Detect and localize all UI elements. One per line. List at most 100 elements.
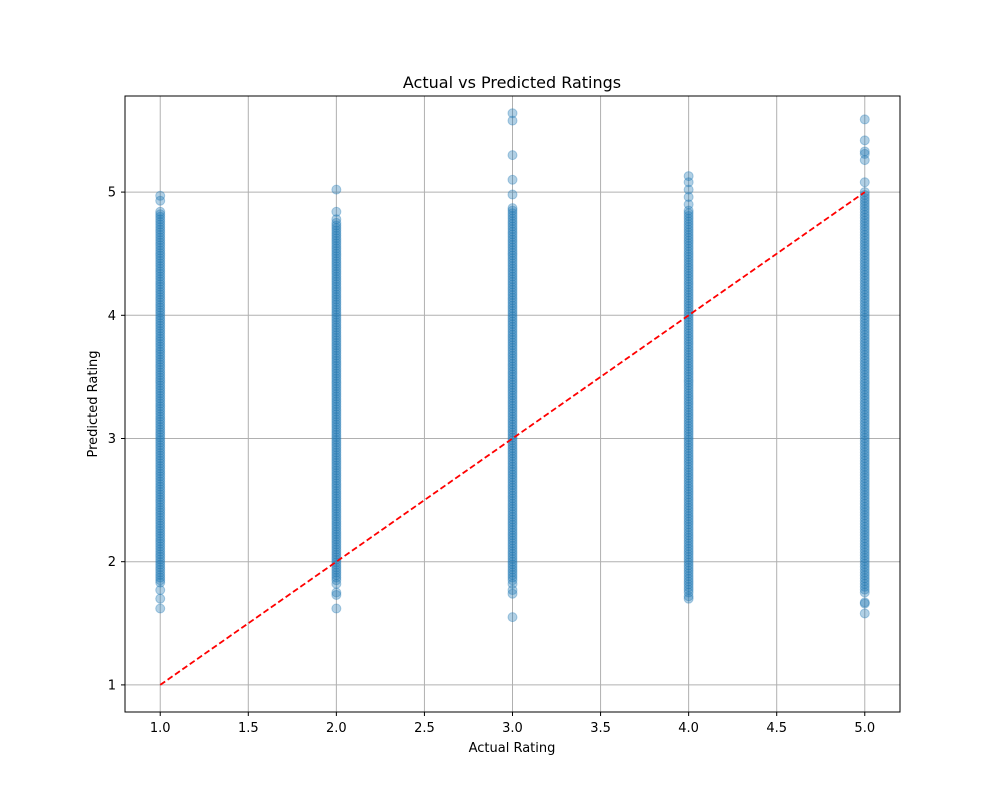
data-point (859, 576, 870, 587)
data-point (859, 344, 870, 355)
data-point (331, 406, 342, 417)
x-tick-label: 1.5 (238, 721, 259, 736)
data-point (683, 522, 694, 533)
data-point-outlier (155, 195, 166, 206)
data-point (155, 499, 166, 510)
data-point (155, 388, 166, 399)
data-point (155, 266, 166, 277)
data-point (331, 220, 342, 231)
data-point (683, 355, 694, 366)
data-point (683, 494, 694, 505)
data-point (155, 533, 166, 544)
data-point (331, 562, 342, 573)
data-point (331, 312, 342, 323)
data-point (859, 195, 870, 206)
data-point (683, 352, 694, 363)
x-tick-label: 1.0 (150, 721, 171, 736)
data-point (683, 568, 694, 579)
data-point (155, 497, 166, 508)
data-point (155, 240, 166, 251)
data-point (331, 564, 342, 575)
data-point (683, 415, 694, 426)
data-point (155, 510, 166, 521)
data-point (155, 318, 166, 329)
x-tick-label: 5.0 (854, 721, 875, 736)
data-point (155, 427, 166, 438)
data-point (331, 575, 342, 586)
data-point (683, 442, 694, 453)
data-point (507, 535, 518, 546)
data-point (331, 327, 342, 338)
data-point (331, 299, 342, 310)
data-point (683, 227, 694, 238)
data-point (859, 513, 870, 524)
data-point (683, 404, 694, 415)
data-point (859, 444, 870, 455)
data-point-outlier (155, 190, 166, 201)
data-point (155, 362, 166, 373)
data-point (683, 251, 694, 262)
data-point (507, 400, 518, 411)
data-point (859, 484, 870, 495)
data-point (155, 390, 166, 401)
data-point (331, 496, 342, 507)
data-point (859, 501, 870, 512)
data-point (155, 294, 166, 305)
data-point (331, 465, 342, 476)
data-point (507, 208, 518, 219)
data-point (859, 450, 870, 461)
data-point (331, 542, 342, 552)
data-point (683, 257, 694, 268)
data-point (507, 263, 518, 274)
data-point-outlier (507, 612, 518, 623)
data-point (155, 564, 166, 575)
data-point (155, 385, 166, 396)
data-point (331, 434, 342, 445)
data-point (859, 264, 870, 275)
data-point (507, 461, 518, 472)
data-point (859, 441, 870, 452)
data-point (859, 330, 870, 341)
data-point (331, 289, 342, 300)
data-point (507, 561, 518, 572)
data-point (155, 440, 166, 451)
data-point (859, 318, 870, 329)
data-point (859, 364, 870, 375)
data-point (859, 515, 870, 526)
data-point-outlier (683, 177, 694, 188)
data-point (331, 508, 342, 519)
data-point (331, 409, 342, 420)
data-point (507, 548, 518, 559)
data-point (331, 243, 342, 254)
data-point (683, 519, 694, 530)
data-point (331, 228, 342, 239)
data-point (331, 235, 342, 246)
data-point (155, 268, 166, 279)
data-point (859, 324, 870, 335)
data-point (683, 573, 694, 584)
data-point (155, 312, 166, 323)
data-point (155, 538, 166, 549)
x-axis-ticks: 1.0 1.5 2.0 2.5 3.0 3.5 4.0 4.5 5.0 (150, 712, 875, 736)
data-point (507, 308, 518, 319)
data-point (683, 385, 694, 396)
data-point (683, 579, 694, 590)
data-point (507, 353, 518, 364)
data-point (859, 372, 870, 383)
data-point (331, 330, 342, 341)
data-point (507, 303, 518, 314)
data-point (507, 469, 518, 480)
data-point (331, 373, 342, 384)
data-point (331, 245, 342, 256)
data-point (859, 564, 870, 575)
data-point (155, 219, 166, 230)
x-tick-label: 3.5 (590, 721, 611, 736)
data-point (155, 492, 166, 503)
data-point (331, 460, 342, 471)
data-point (683, 208, 694, 219)
data-point (507, 205, 518, 216)
data-point (859, 510, 870, 521)
data-point (155, 320, 166, 331)
data-point (507, 393, 518, 404)
data-point (859, 401, 870, 412)
